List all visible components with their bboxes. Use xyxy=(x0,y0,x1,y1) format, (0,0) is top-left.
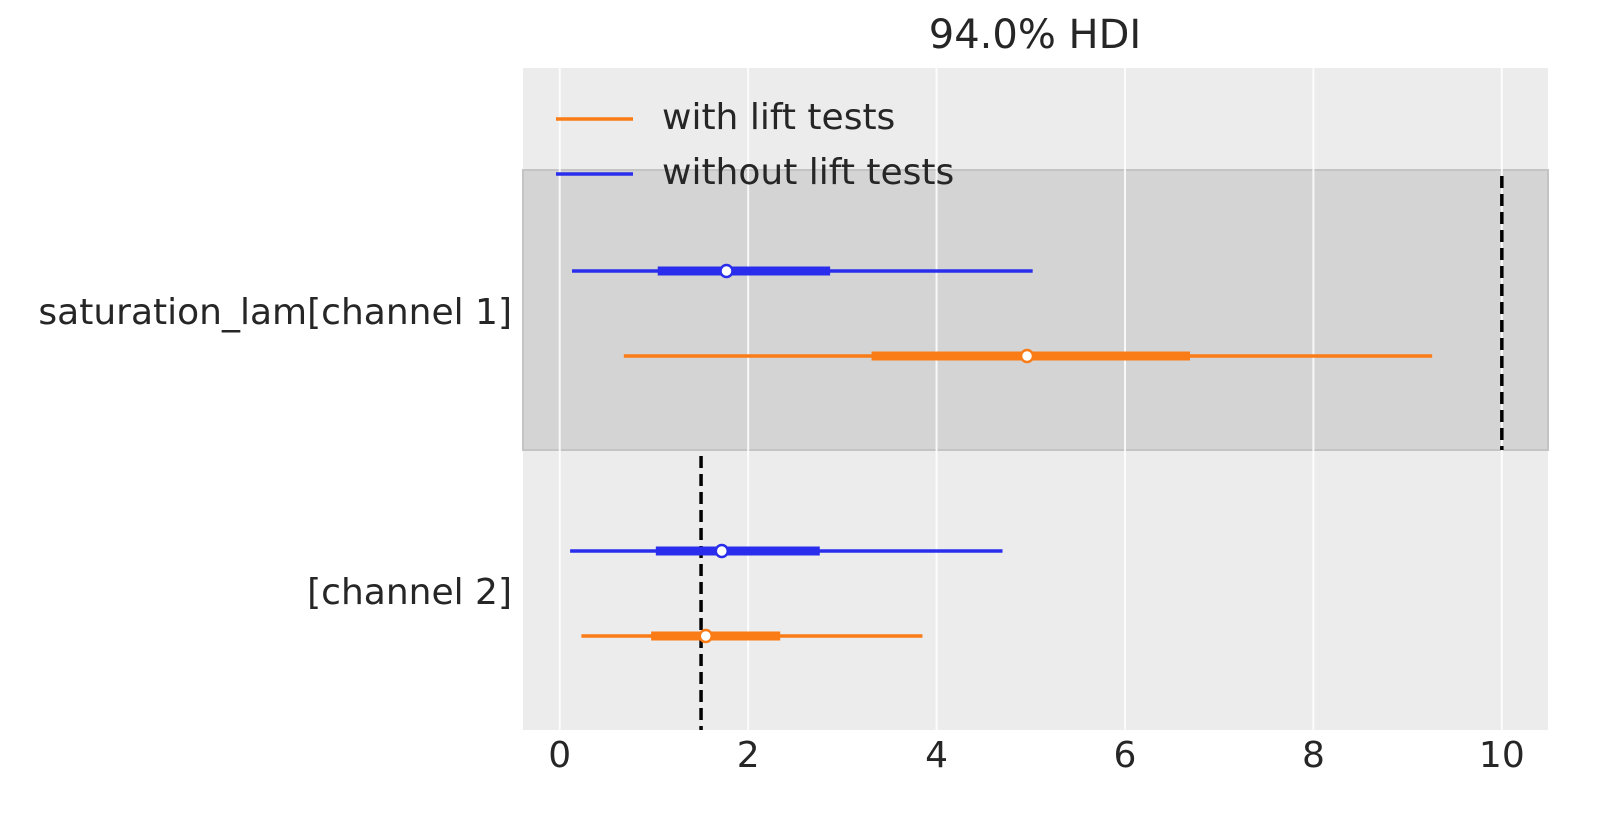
x-tick-label: 0 xyxy=(548,735,571,776)
chart-title: 94.0% HDI xyxy=(929,12,1141,58)
median-marker xyxy=(719,263,734,279)
x-tick-label: 10 xyxy=(1479,735,1525,776)
row-shade xyxy=(522,169,1549,451)
x-tick-label: 4 xyxy=(925,735,948,776)
legend-label: without lift tests xyxy=(662,152,954,193)
median-marker xyxy=(1019,348,1035,364)
x-tick-label: 6 xyxy=(1114,735,1137,776)
median-marker xyxy=(714,543,730,559)
y-tick-label: [channel 2] xyxy=(307,572,512,613)
x-tick-label: 2 xyxy=(737,735,760,776)
y-tick-label: saturation_lam[channel 1] xyxy=(38,292,512,333)
median-marker xyxy=(698,628,714,644)
legend-label: with lift tests xyxy=(662,97,895,138)
x-tick-label: 8 xyxy=(1302,735,1325,776)
